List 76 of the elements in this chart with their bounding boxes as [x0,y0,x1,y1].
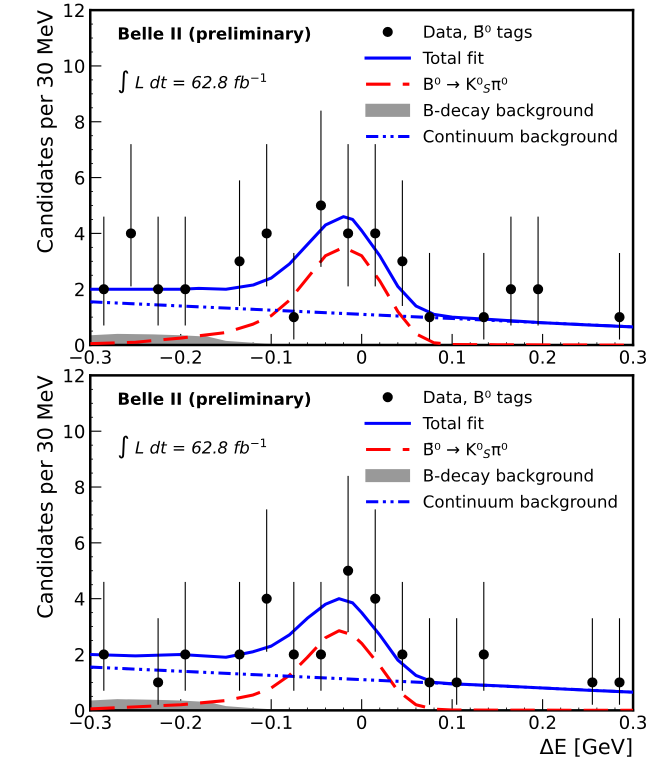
y-tick-label: 2 [75,648,84,662]
point [397,256,408,266]
y-tick-label: 2 [75,282,84,296]
point [343,228,354,238]
x-tick-label: −0.3 [70,350,111,364]
point [234,256,245,266]
x-tick-label: 0.2 [529,715,556,730]
point [288,312,299,322]
annotation: ∫ L dt = 62.8 fb$^{−1}$ [118,436,266,459]
point [424,312,435,322]
x-tick-label: −0.2 [160,350,201,364]
point [506,284,516,294]
annotation: Belle II (preliminary) [118,392,310,408]
point [614,312,625,322]
y-tick-label: 0 [75,338,84,352]
y-tick-label: 8 [75,480,84,494]
point [343,566,354,576]
x-tick-label: −0.1 [251,715,292,730]
point [452,677,462,688]
y-tick-label: 4 [74,227,84,240]
point [370,594,380,604]
x-axis-title: ΔE [GeV] [540,738,632,757]
point [126,228,136,238]
y-tick-label: 0 [75,704,84,718]
point [153,677,164,688]
annotation: Belle II (preliminary) [118,26,310,44]
x-tick-label: −0.2 [160,715,201,730]
x-tick-label: 0.3 [620,350,646,364]
point [478,649,489,660]
legend-label: Total fit [422,416,484,430]
y-tick-label: 10 [64,59,84,74]
y-tick-label: 6 [75,536,84,550]
point [316,649,326,660]
y-tick-label: 12 [64,368,84,382]
point [153,284,164,294]
point [262,594,272,604]
legend-label: B-decay background [424,104,593,120]
legend-label: B⁰ → K⁰$_{S}$π⁰ [424,78,508,93]
y-axis-title: Candidates per 30 MeV [36,10,57,252]
point [614,677,625,688]
annotation: ∫ L dt = 62.8 fb$^{−1}$ [118,70,266,94]
y-tick-label: 8 [75,115,84,129]
x-tick-label: 0 [357,350,366,364]
x-tick-label: −0.3 [70,715,111,730]
point [288,649,299,660]
legend-label: Total fit [422,51,484,64]
point [532,284,544,294]
point [370,228,380,238]
legend-label: Continuum background [424,494,617,512]
point [180,284,190,294]
point [397,649,408,660]
x-tick-label: 0.2 [529,350,556,364]
point [316,200,326,211]
y-tick-label: 12 [64,4,84,17]
y-tick-label: 4 [74,592,84,606]
y-axis-title: Candidates per 30 MeV [36,376,57,618]
x-tick-label: 0.1 [438,350,465,364]
legend-label: B̄⁰ → K⁰$_{S}$π⁰ [424,442,508,458]
x-tick-label: 0.3 [620,715,646,730]
x-tick-label: 0.1 [438,715,465,730]
point [98,649,109,660]
x-tick-label: 0 [357,715,366,730]
legend-label: Data, B̄⁰ tags [424,25,532,42]
point [180,649,190,660]
point [98,284,109,294]
legend-label: Continuum background [424,130,617,146]
legend-label: B-decay background [424,468,593,485]
point [424,677,435,688]
x-tick-label: −0.1 [251,350,292,364]
y-tick-label: 10 [64,424,84,438]
point [234,649,245,660]
point [478,312,489,322]
point [262,228,272,238]
legend-label: Data, B⁰ tags [424,390,532,407]
y-tick-label: 6 [75,171,84,185]
point [587,677,598,688]
